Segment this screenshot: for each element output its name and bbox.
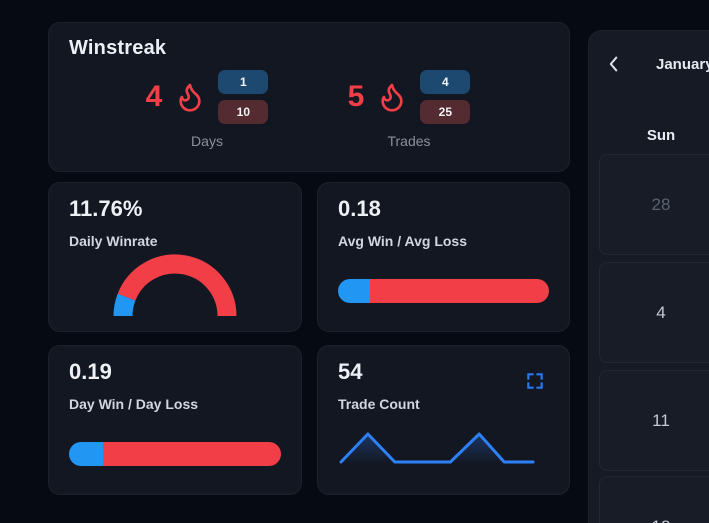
calendar-day-cell[interactable]: 4: [599, 262, 709, 363]
calendar-day-cell[interactable]: 28: [599, 154, 709, 255]
days-record-badge: 10: [218, 100, 269, 124]
win-bar-segment: [338, 279, 371, 303]
day-win-loss-label: Day Win / Day Loss: [69, 396, 199, 412]
expand-icon[interactable]: [525, 371, 545, 391]
trade-count-label: Trade Count: [338, 396, 420, 412]
winstreak-days-group: 4 1 10 Days: [137, 69, 277, 149]
trades-label: Trades: [387, 133, 431, 149]
flame-icon: [381, 83, 404, 112]
trade-count-sparkline-chart: [338, 428, 536, 468]
winstreak-card: Winstreak 4 1 10 Days 5 4 25 Trad: [48, 22, 570, 172]
flame-icon: [179, 83, 202, 112]
day-win-loss-bar-chart: [69, 442, 281, 466]
loss-bar-segment: [102, 442, 281, 466]
trades-streak-value: 5: [347, 80, 365, 113]
daily-winrate-value: 11.76%: [69, 196, 143, 221]
calendar-month-title: January: [656, 56, 709, 73]
days-streak-value: 4: [145, 80, 163, 113]
daily-winrate-card: 11.76% Daily Winrate: [48, 182, 302, 332]
day-win-loss-value: 0.19: [69, 359, 112, 384]
winstreak-trades-group: 5 4 25 Trades: [339, 69, 479, 149]
avg-win-loss-card: 0.18 Avg Win / Avg Loss: [317, 182, 570, 332]
trades-current-badge: 4: [420, 70, 471, 94]
winstreak-title: Winstreak: [69, 37, 167, 59]
daily-winrate-label: Daily Winrate: [69, 233, 158, 249]
calendar-day-cell[interactable]: 18: [599, 476, 709, 523]
avg-win-loss-bar-chart: [338, 279, 549, 303]
chevron-left-icon[interactable]: [603, 53, 625, 75]
calendar-day-header: Sun: [646, 127, 676, 144]
calendar-day-cell[interactable]: 11: [599, 370, 709, 471]
days-label: Days: [191, 133, 223, 149]
days-current-badge: 1: [218, 70, 269, 94]
avg-win-loss-label: Avg Win / Avg Loss: [338, 233, 467, 249]
loss-bar-segment: [370, 279, 549, 303]
trade-count-card: 54 Trade Count: [317, 345, 570, 495]
day-win-loss-card: 0.19 Day Win / Day Loss: [48, 345, 302, 495]
winrate-gauge-chart: [105, 245, 245, 327]
trade-count-value: 54: [338, 359, 363, 384]
win-bar-segment: [69, 442, 103, 466]
avg-win-loss-value: 0.18: [338, 196, 381, 221]
calendar-panel: January Sun 28 4 11 18: [588, 30, 709, 523]
trades-record-badge: 25: [420, 100, 471, 124]
